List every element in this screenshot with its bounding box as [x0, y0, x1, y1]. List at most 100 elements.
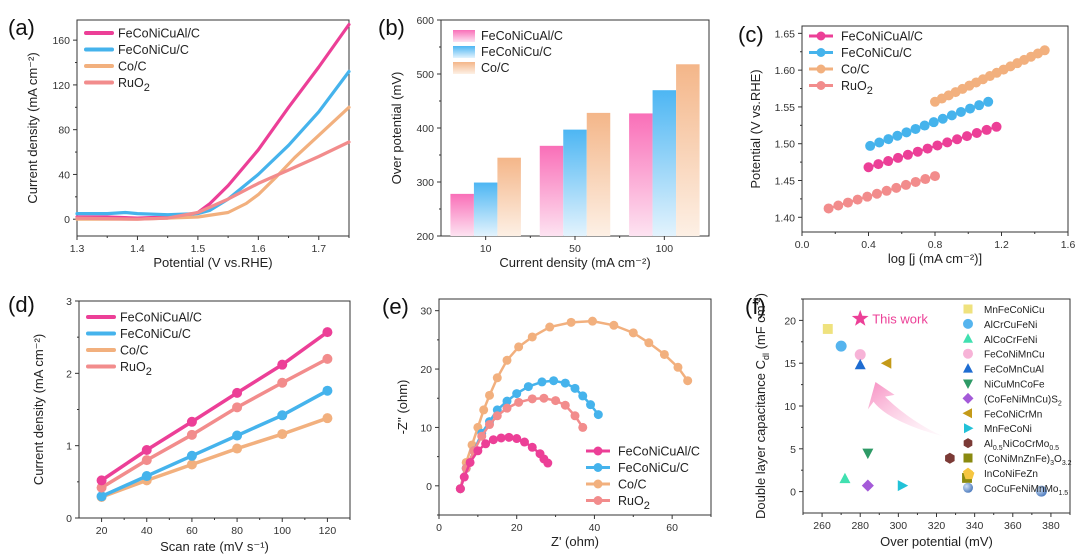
data-point [485, 390, 495, 400]
legend-label: InCoNiFeZn [984, 469, 1038, 480]
data-point [946, 110, 957, 121]
legend-marker [963, 453, 973, 463]
series-1 [96, 327, 333, 486]
y-tick-label: 200 [416, 231, 434, 243]
legend-marker [963, 363, 973, 373]
y-axis-title: Double layer capacitance Cdl (mF cm-2) [752, 293, 771, 519]
data-point [496, 433, 506, 443]
data-point [862, 191, 873, 202]
legend-item: MnFeCoNi [964, 423, 1032, 435]
bar-feconicuc-100 [652, 90, 677, 236]
series-4 [96, 353, 333, 493]
series-1 [455, 432, 553, 494]
data-point [974, 100, 985, 111]
data-point [504, 432, 514, 442]
legend-label: RuO2 [120, 360, 152, 378]
y-tick-label: 400 [416, 123, 434, 135]
legend-label: FeCoNiCu/C [618, 461, 689, 475]
legend-marker [963, 379, 973, 389]
data-point [322, 385, 333, 396]
legend-item: FeCoNiCu/C [453, 45, 552, 59]
series-line-2 [75, 69, 351, 217]
legend-item: FeCoNiCuAl/C [809, 30, 923, 44]
data-point [465, 457, 475, 467]
series-line [100, 416, 328, 499]
data-point [937, 113, 948, 124]
legend-marker [593, 496, 603, 505]
x-tick-label: 1.7 [311, 243, 326, 255]
legend-item: NiCuMnCoFe [963, 379, 1045, 391]
data-point [549, 376, 559, 386]
data-point [523, 382, 533, 392]
y-tick-label: 80 [58, 125, 70, 137]
legend-item: Co/C [586, 478, 646, 492]
legend-marker [963, 482, 973, 493]
legend-item: RuO2 [84, 76, 150, 94]
legend-item: CoCuFeNiMnMo1.5 [963, 482, 1068, 497]
data-point [527, 332, 537, 342]
data-point [578, 422, 588, 432]
data-point [659, 349, 669, 359]
data-point [485, 420, 495, 430]
legend-label: FeCoNiCuAl/C [618, 445, 700, 459]
legend-item: FeCoNiMnCu [963, 348, 1045, 361]
legend-marker [962, 408, 972, 419]
data-point-mnfeconicu [822, 324, 833, 334]
data-point [874, 137, 885, 148]
series-line-4 [75, 140, 351, 221]
y-tick-label: 500 [416, 69, 434, 81]
panel-f-comparison-scatter: (f) 260 280 300 320 340 360 380 0 5 10 15 20 Over pot… [745, 293, 1072, 549]
data-point [609, 320, 619, 330]
data-point [910, 176, 921, 187]
data-point [96, 491, 107, 502]
series-3 [930, 45, 1050, 107]
annotation-label: This work [872, 312, 928, 327]
x-tick-label: 50 [569, 243, 581, 255]
legend-label: MnFeCoNi [984, 424, 1032, 435]
y-tick-label: 3 [66, 296, 72, 308]
y-tick-label: 1.55 [775, 102, 796, 114]
legend-label: Co/C [481, 61, 509, 75]
data-point [537, 377, 547, 387]
legend-label: FeCoNiCuAl/C [841, 30, 923, 44]
legend-item: FeCoNiCu/C [84, 43, 189, 57]
x-tick-label: 1.6 [1061, 239, 1076, 251]
bar-feconicualc-10 [450, 193, 474, 236]
y-tick-label: 1 [66, 441, 72, 453]
y-tick-label: 2 [66, 368, 72, 380]
data-point [512, 434, 522, 444]
data-point [539, 393, 549, 403]
data-point [991, 121, 1002, 132]
legend-marker [816, 31, 826, 41]
data-point [512, 389, 522, 399]
bar-feconicuc-10 [473, 182, 498, 236]
data-point [141, 445, 152, 456]
bar-feconicuc-50 [563, 129, 587, 236]
y-tick-label: 20 [420, 364, 432, 376]
x-tick-label: 100 [656, 243, 674, 255]
legend-label: FeCoNiCu/C [481, 45, 552, 59]
data-point [920, 174, 931, 185]
legend-label: Co/C [841, 63, 869, 77]
legend-item: (CoNiMnZnFe)3O3.2 [963, 453, 1072, 467]
x-tick-label: 1.2 [994, 239, 1009, 251]
legend-item: RuO2 [86, 360, 152, 378]
legend-marker [964, 423, 974, 434]
data-point [232, 387, 243, 398]
bar-coc-50 [586, 112, 611, 236]
legend-label: Co/C [618, 478, 646, 492]
x-tick-label: 0.0 [795, 239, 810, 251]
data-point [893, 152, 904, 163]
x-axis-title: Scan rate (mV s⁻¹) [160, 539, 269, 554]
x-tick-label: 1.6 [251, 243, 266, 255]
data-point [277, 429, 288, 440]
legend-label: (CoFeNiMnCu)S2 [984, 394, 1062, 407]
legend-label: NiCuMnCoFe [984, 380, 1045, 391]
data-point-cocufenimnmo15 [1035, 485, 1047, 497]
panel-label: (c) [738, 22, 764, 47]
y-tick-label: 1.60 [775, 65, 796, 77]
data-point [863, 162, 874, 173]
panel-c-tafel-chart: (c) 0.0 0.4 0.8 1.2 1.6 1.40 1.45 1.50 1.55 1.60 1.… [738, 22, 1075, 266]
data-point [514, 342, 524, 352]
legend-label: RuO2 [841, 79, 873, 97]
